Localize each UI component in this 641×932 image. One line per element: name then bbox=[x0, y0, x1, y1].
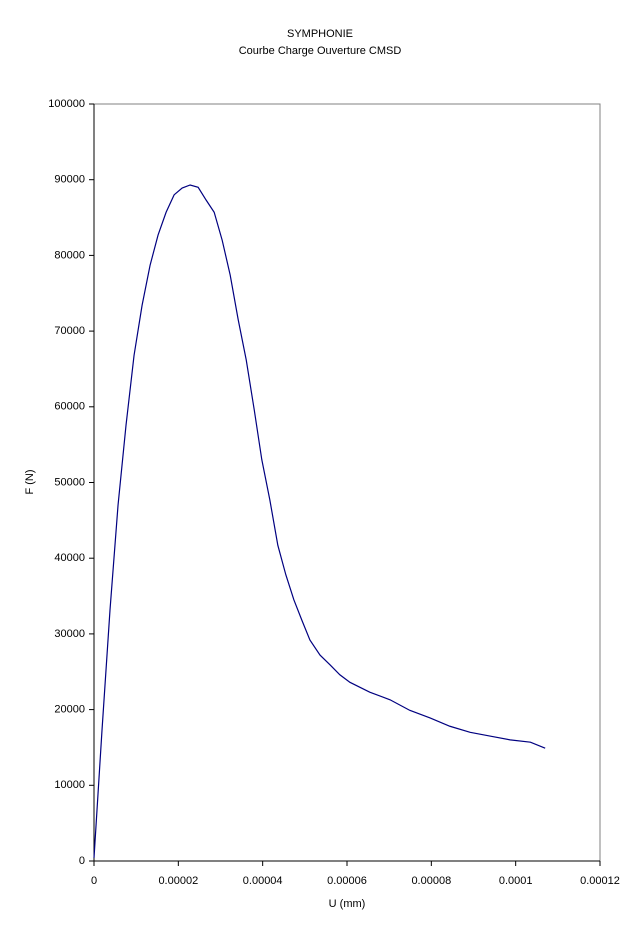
x-axis-label: U (mm) bbox=[329, 898, 366, 910]
y-tick-label: 60000 bbox=[54, 401, 85, 413]
y-tick-label: 40000 bbox=[54, 552, 85, 564]
y-tick-label: 90000 bbox=[54, 174, 85, 186]
y-tick-label: 50000 bbox=[54, 476, 85, 488]
y-tick-label: 70000 bbox=[54, 325, 85, 337]
y-tick-label: 20000 bbox=[54, 704, 85, 716]
y-tick-label: 10000 bbox=[54, 779, 85, 791]
y-tick-label: 0 bbox=[79, 855, 85, 867]
data-line bbox=[93, 184, 546, 859]
plot-area bbox=[93, 103, 601, 862]
chart-title: SYMPHONIE bbox=[287, 28, 353, 40]
x-tick-label: 0.00006 bbox=[327, 875, 367, 887]
x-tick-label: 0.00002 bbox=[158, 875, 198, 887]
x-tick-label: 0.00004 bbox=[243, 875, 283, 887]
chart-subtitle: Courbe Charge Ouverture CMSD bbox=[239, 45, 402, 57]
y-axis-label: F (N) bbox=[24, 469, 36, 494]
x-tick-label: 0.00008 bbox=[411, 875, 451, 887]
y-tick-label: 100000 bbox=[48, 98, 85, 110]
y-tick-label: 30000 bbox=[54, 628, 85, 640]
y-tick-label: 80000 bbox=[54, 249, 85, 261]
x-tick-label: 0 bbox=[91, 875, 97, 887]
x-tick-label: 0.00012 bbox=[580, 875, 620, 887]
x-tick-label: 0.0001 bbox=[499, 875, 533, 887]
